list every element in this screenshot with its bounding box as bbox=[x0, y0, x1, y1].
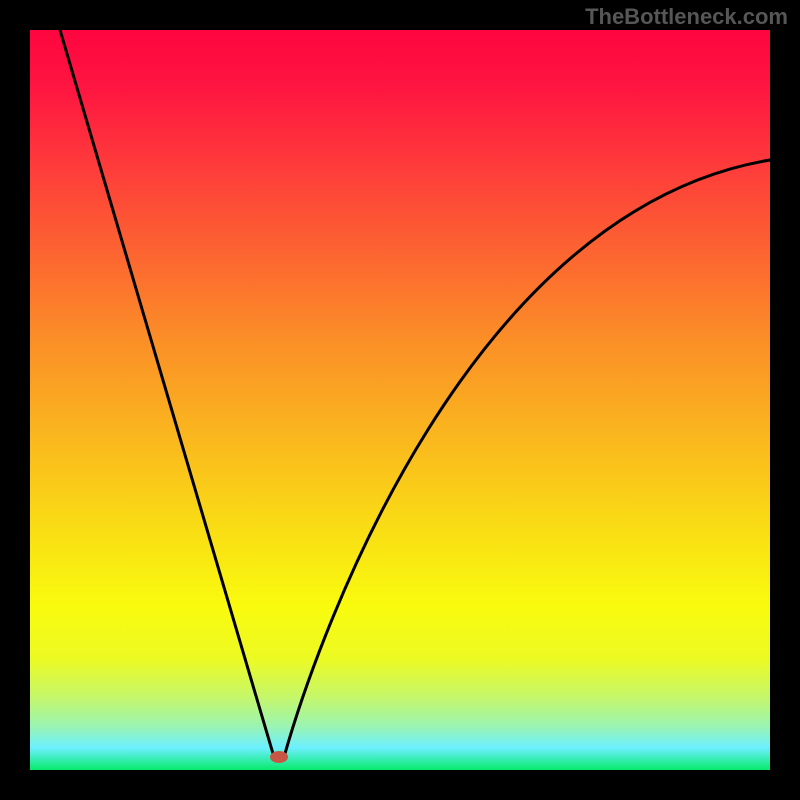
minimum-marker bbox=[270, 751, 288, 763]
watermark-text: TheBottleneck.com bbox=[585, 4, 788, 30]
chart-container: TheBottleneck.com bbox=[0, 0, 800, 800]
plot-area bbox=[30, 30, 770, 770]
